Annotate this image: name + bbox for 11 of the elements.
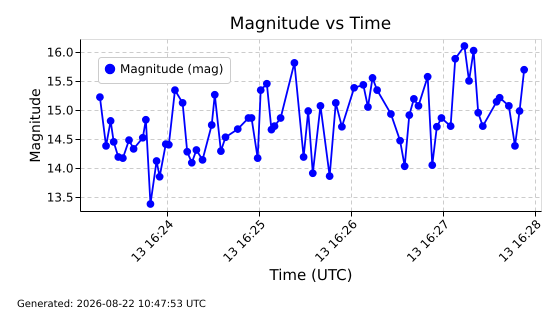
y-tick-label: 15.5 [46, 74, 74, 88]
y-axis-title: Magnitude [28, 88, 44, 163]
y-tick-label: 13.5 [46, 190, 74, 205]
y-tick-label: 14.5 [46, 132, 74, 146]
legend-label: Magnitude (mag) [120, 62, 224, 76]
y-tick-label: 14.0 [46, 162, 74, 176]
y-tick-label: 15.0 [46, 103, 74, 118]
y-tick-label: 16.0 [46, 45, 74, 60]
x-axis-title: Time (UTC) [268, 266, 352, 284]
text: Generated: 2026-08-22 10:47:53 UTC [17, 299, 206, 310]
chart-title: Magnitude vs Time [230, 14, 392, 34]
